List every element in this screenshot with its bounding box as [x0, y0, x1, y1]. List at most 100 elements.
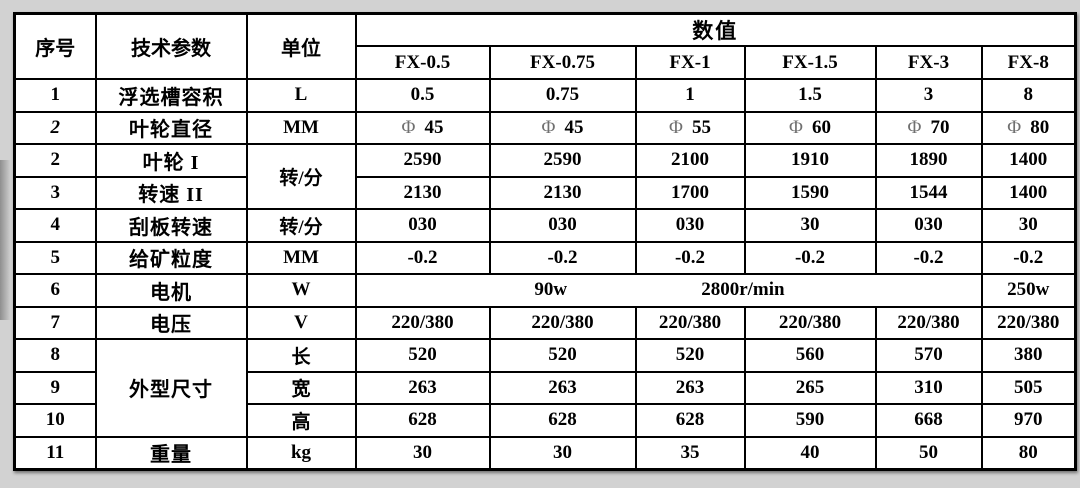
param-name: 给矿粒度: [94, 240, 248, 275]
param-name: 浮选槽容积: [94, 78, 248, 113]
row-index: 9: [13, 370, 97, 405]
value-cell: 1590: [743, 175, 877, 210]
value-cell: 520: [634, 338, 746, 373]
row-index: 6: [13, 273, 97, 308]
value-cell: -0.2: [634, 240, 746, 275]
value-cell: 2100: [634, 143, 746, 178]
diameter-value: 80: [1030, 116, 1050, 138]
value-cell: 628: [634, 403, 746, 438]
value-cell: 1400: [980, 175, 1077, 210]
value-cell: -0.2: [874, 240, 983, 275]
unit: MM: [245, 240, 357, 275]
unit: kg: [245, 435, 357, 470]
value-cell: 1: [634, 78, 746, 113]
value-cell: 0.5: [354, 78, 491, 113]
param-name: 电压: [94, 305, 248, 340]
unit: MM: [245, 110, 357, 145]
value-cell: 2590: [354, 143, 491, 178]
value-cell: 220/380: [874, 305, 983, 340]
table-row: 4 刮板转速 转/分 030 030 030 30 030 30: [13, 208, 1077, 243]
table-body: 1 浮选槽容积 L 0.5 0.75 1 1.5 3 8 2 叶轮直径 MM Φ 45 Φ 45 Φ 55 Φ 60 Φ…: [13, 78, 1077, 470]
row-index: 11: [13, 435, 97, 470]
value-cell: 30: [980, 208, 1077, 243]
unit: L: [245, 78, 357, 113]
header-row-models: FX-0.5 FX-0.75 FX-1 FX-1.5 FX-3 FX-8: [15, 45, 1077, 80]
value-cell: 220/380: [980, 305, 1077, 340]
value-cell: 30: [743, 208, 877, 243]
motor-speed-value: 2800r/min: [701, 279, 785, 301]
value-cell: 310: [874, 370, 983, 405]
diameter-value: 55: [691, 116, 711, 138]
value-cell: 1400: [980, 143, 1077, 178]
diameter-value: 45: [424, 116, 444, 138]
diameter-phi-icon: Φ: [1007, 116, 1022, 138]
value-cell: Φ 80: [980, 110, 1077, 145]
row-index: 2: [13, 143, 97, 178]
value-cell: -0.2: [743, 240, 877, 275]
value-cell: 1700: [634, 175, 746, 210]
value-cell: -0.2: [488, 240, 637, 275]
row-index: 2: [13, 110, 97, 145]
value-cell: 1910: [743, 143, 877, 178]
diameter-value: 60: [811, 116, 831, 138]
value-cell: -0.2: [354, 240, 491, 275]
header-model-fx1: FX-1: [634, 45, 746, 80]
value-cell: 030: [488, 208, 637, 243]
row-index: 4: [13, 208, 97, 243]
param-name: 叶轮直径: [94, 110, 248, 145]
value-cell: Φ 45: [488, 110, 637, 145]
table-row: 5 给矿粒度 MM -0.2 -0.2 -0.2 -0.2 -0.2 -0.2: [13, 240, 1077, 275]
value-cell: 1544: [874, 175, 983, 210]
value-cell: 2130: [354, 175, 491, 210]
value-cell: 520: [488, 338, 637, 373]
row-index: 7: [13, 305, 97, 340]
row-index: 3: [13, 175, 97, 210]
value-cell: 263: [354, 370, 491, 405]
value-cell: -0.2: [980, 240, 1077, 275]
diameter-phi-icon: Φ: [401, 116, 416, 138]
value-cell: 1890: [874, 143, 983, 178]
value-cell: 50: [874, 435, 983, 470]
value-cell: 220/380: [634, 305, 746, 340]
motor-power-value: 90w: [534, 279, 568, 301]
param-name: 重量: [94, 435, 248, 470]
header-values-label: 数值: [354, 12, 1077, 47]
header-model-fx8: FX-8: [980, 45, 1077, 80]
row-index: 8: [13, 338, 97, 373]
value-cell: 2590: [488, 143, 637, 178]
value-cell: Φ 55: [634, 110, 746, 145]
value-cell: 220/380: [354, 305, 491, 340]
page-edge-shadow: [0, 160, 11, 320]
value-cell: 570: [874, 338, 983, 373]
param-name: 刮板转速: [94, 208, 248, 243]
value-cell: 0.75: [488, 78, 637, 113]
value-cell: 1.5: [743, 78, 877, 113]
value-cell: 30: [354, 435, 491, 470]
header-serial: 序号: [13, 12, 97, 80]
diameter-value: 45: [564, 116, 584, 138]
table-row: 8 外型尺寸长 520 520 520 560 570 380: [13, 338, 1077, 438]
header-model-fx075: FX-0.75: [488, 45, 637, 80]
value-cell: 263: [488, 370, 637, 405]
spec-table-container: 序号 技术参数 单位 数值 FX-0.5 FX-0.75 FX-1 FX-1.5…: [13, 12, 1077, 471]
value-cell: 030: [874, 208, 983, 243]
unit: W: [245, 273, 357, 308]
table-row: 11 重量 kg 30 30 35 40 50 80: [13, 435, 1077, 470]
value-cell: 520: [354, 338, 491, 373]
unit: V: [245, 305, 357, 340]
value-cell: 2130: [488, 175, 637, 210]
unit: 长: [245, 338, 357, 373]
value-cell: 80: [980, 435, 1077, 470]
table-row: 7 电压 V 220/380 220/380 220/380 220/380 220/380 2…: [13, 305, 1077, 340]
header-model-fx05: FX-0.5: [354, 45, 491, 80]
value-cell: 380: [980, 338, 1077, 373]
value-cell: 628: [488, 403, 637, 438]
table-row: 2 叶轮 I 转/分 2590 2590 2100 1910 1890 1400: [13, 143, 1077, 210]
header-model-fx15: FX-1.5: [743, 45, 877, 80]
table-row: 9 宽 263 263 263 265 310 505: [13, 370, 1077, 405]
diameter-phi-icon: Φ: [669, 116, 683, 138]
spec-table: 序号 技术参数 单位 数值 FX-0.5 FX-0.75 FX-1 FX-1.5…: [13, 12, 1077, 471]
unit: 高: [245, 403, 357, 438]
diameter-phi-icon: Φ: [541, 116, 556, 138]
table-row: 2 叶轮直径 MM Φ 45 Φ 45 Φ 55 Φ 60 Φ 70 Φ 80: [13, 110, 1077, 145]
